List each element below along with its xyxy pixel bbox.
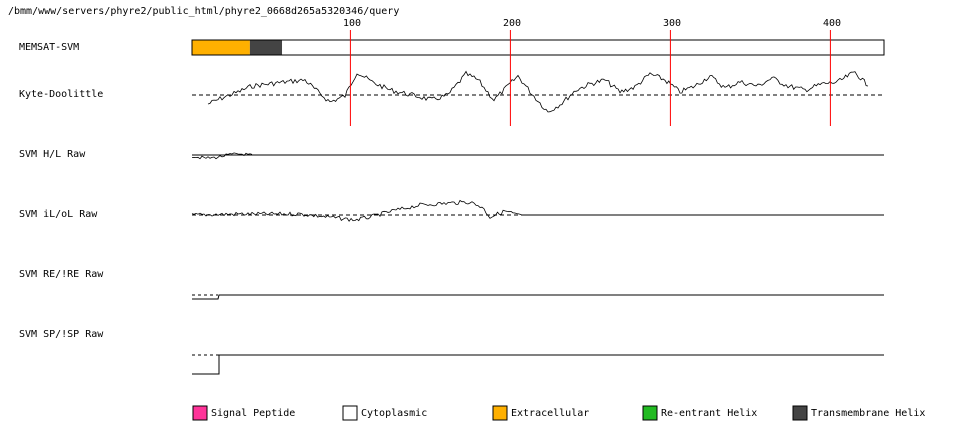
svm-re-track: [192, 294, 884, 300]
svm-iloi-track: [191, 199, 884, 222]
memsat-bar-outline: [191, 39, 885, 56]
iloi-curve: [191, 199, 523, 222]
legend: Signal Peptide Cytoplasmic Extracellular…: [192, 405, 925, 421]
track-label-memsat: MEMSAT-SVM: [19, 42, 79, 53]
svm-hl-track: [191, 152, 884, 160]
legend-swatch-re-entrant-helix: [642, 405, 658, 421]
legend-swatch-transmembrane-helix: [792, 405, 808, 421]
tick-label-100: 100: [343, 18, 361, 29]
track-label-svm-re: SVM RE/!RE Raw: [19, 269, 104, 280]
legend-swatch-cytoplasmic: [342, 405, 358, 421]
legend-label-re-entrant-helix: Re-entrant Helix: [661, 408, 757, 419]
kyte-doolittle-track: [192, 70, 884, 113]
kd-curve: [207, 70, 869, 113]
track-label-svm-hl: SVM H/L Raw: [19, 149, 86, 160]
tick-label-400: 400: [823, 18, 841, 29]
memsat-topology-bar: [191, 39, 885, 56]
track-label-kyte-doolittle: Kyte-Doolittle: [19, 89, 103, 100]
legend-label-signal-peptide: Signal Peptide: [211, 408, 295, 419]
legend-label-cytoplasmic: Cytoplasmic: [361, 408, 427, 419]
tick-label-200: 200: [503, 18, 521, 29]
legend-swatch-extracellular: [492, 405, 508, 421]
tick-label-300: 300: [663, 18, 681, 29]
legend-swatch-signal-peptide: [192, 405, 208, 421]
svm-sp-track: [192, 354, 884, 375]
path-title: /bmm/www/servers/phyre2/public_html/phyr…: [8, 6, 399, 17]
hl-curve: [191, 152, 253, 160]
track-label-svm-iloi: SVM iL/oL Raw: [19, 209, 98, 220]
legend-label-transmembrane-helix: Transmembrane Helix: [811, 408, 925, 419]
memsat-segment-2: [282, 40, 885, 55]
re-curve: [192, 294, 884, 300]
legend-label-extracellular: Extracellular: [511, 408, 589, 419]
sp-curve: [192, 354, 884, 375]
track-label-svm-sp: SVM SP/!SP Raw: [19, 329, 104, 340]
residue-marker-lines: [349, 30, 831, 126]
axis-ticks: 100 200 300 400: [343, 18, 841, 29]
memsat-segment-1: [249, 40, 283, 55]
memsat-segment-0: [192, 40, 250, 55]
